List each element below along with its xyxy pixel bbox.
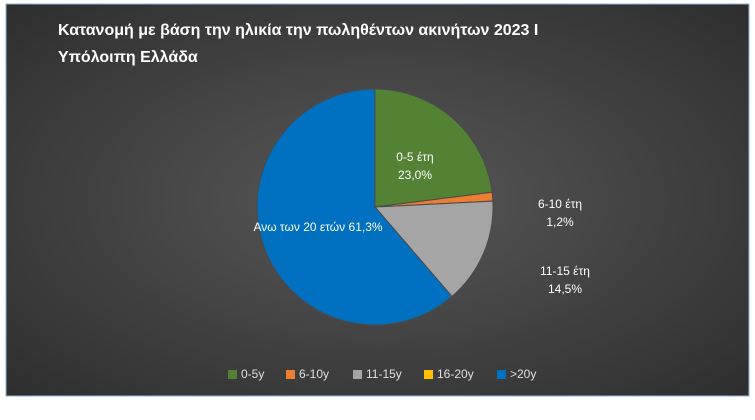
data-label-value: 14,5%: [548, 282, 582, 296]
pie-slice: [256, 88, 453, 326]
legend-label: 16-20y: [437, 367, 474, 381]
legend-swatch: [228, 370, 237, 379]
legend-label: 6-10y: [299, 367, 329, 381]
data-label-name: 11-15 έτη: [540, 264, 590, 278]
data-label-name: Ανω των 20 ετών: [253, 220, 348, 234]
legend-label: >20y: [510, 367, 536, 381]
data-label-value: 1,2%: [546, 215, 574, 229]
data-label-value: 61,3%: [349, 220, 383, 234]
data-label-name: 6-10 έτη: [538, 197, 582, 211]
chart-title: Κατανομή με βάση την ηλικία την πωληθέντ…: [58, 22, 538, 66]
title-line: Υπόλοιπη Ελλάδα: [58, 49, 198, 66]
legend-swatch: [286, 370, 295, 379]
legend-label: 0-5y: [241, 367, 264, 381]
legend-label: 11-15y: [366, 367, 402, 381]
title-line: Κατανομή με βάση την ηλικία την πωληθέντ…: [58, 22, 538, 39]
legend-swatch: [353, 370, 362, 379]
data-label-name: 0-5 έτη: [396, 150, 433, 164]
data-label-value: 23,0%: [398, 168, 432, 182]
pie-slice: [373, 200, 494, 298]
data-label: Ανω των 20 ετών 61,3%: [253, 220, 382, 234]
legend-swatch: [497, 370, 506, 379]
legend-swatch: [424, 370, 433, 379]
pie-slice: [374, 88, 493, 208]
